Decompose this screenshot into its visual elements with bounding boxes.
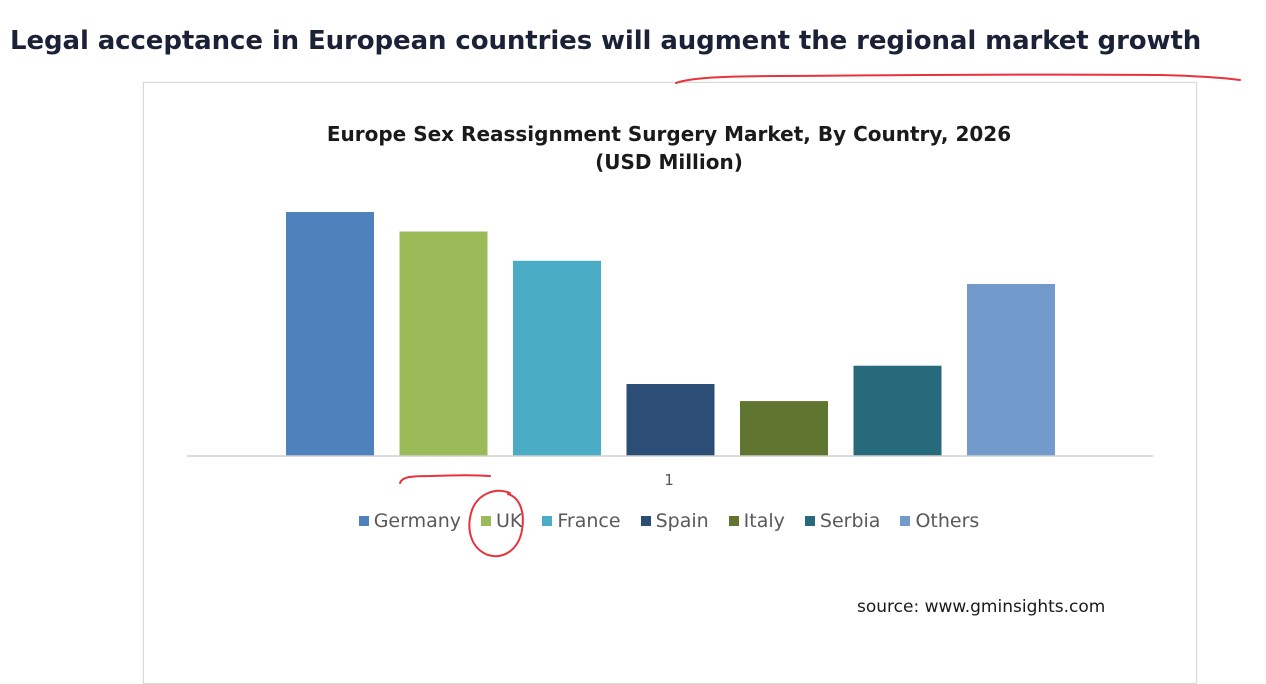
legend-item-others: Others [900,510,979,532]
legend-swatch [640,516,651,526]
legend-item-uk: UK [481,510,522,532]
bars-group [286,212,1055,456]
bar-germany [286,212,374,456]
legend-swatch [900,516,911,526]
bar-uk [399,231,488,456]
legend-item-germany: Germany [358,510,462,532]
legend-label: UK [496,510,523,532]
legend-swatch [481,516,492,526]
legend-label: Germany [373,510,462,532]
bar-others [967,283,1055,456]
legend-item-italy: Italy [728,510,785,532]
bar-chart: 1 [187,212,1153,489]
bar-spain [626,384,715,456]
legend-swatch [804,516,815,526]
legend-label: Spain [655,510,709,532]
bar-italy [740,401,828,456]
legend-label: Italy [743,510,785,532]
page-heading: Legal acceptance in European countries w… [10,26,1202,56]
legend-swatch [728,516,739,526]
legend-swatch [542,516,553,526]
legend-label: Serbia [819,510,881,532]
legend-label: Others [915,510,980,532]
legend-item-serbia: Serbia [804,510,881,532]
source-note: source: www.gminsights.com [857,597,1106,617]
legend-label: France [557,510,621,532]
chart-title-block: Europe Sex Reassignment Surgery Market, … [143,120,1195,176]
x-tick-label: 1 [664,471,674,489]
bar-france [513,260,601,456]
bar-serbia [853,365,942,456]
legend-item-france: France [542,510,621,532]
chart-subtitle: (USD Million) [595,150,743,174]
chart-title: Europe Sex Reassignment Surgery Market, … [326,122,1012,146]
legend-swatch [358,516,369,526]
chart-legend: Germany UK France Spain Italy Serbia Others [143,510,1195,532]
legend-item-spain: Spain [640,510,709,532]
